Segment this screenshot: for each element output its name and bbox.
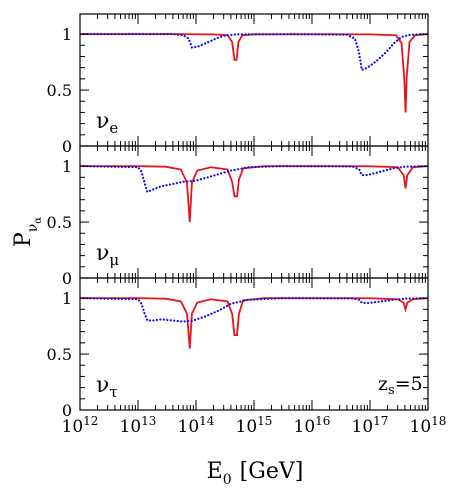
flavour-label: νe: [96, 109, 118, 137]
flavour-label-main: ν: [96, 373, 109, 398]
series-line-solid: [80, 33, 428, 113]
flavour-label-sub: τ: [109, 383, 117, 401]
y-tick-label: 0: [62, 137, 72, 156]
y-tick-label: 0.5: [47, 81, 72, 100]
axis-labels: Pνα E0 [GeV]: [11, 217, 303, 488]
y-tick-label: 1: [62, 289, 72, 308]
x-tick-label-exponent: 17: [373, 414, 388, 428]
y-axis-label: Pνα: [11, 217, 44, 247]
x-tick-label: 1015: [236, 414, 273, 437]
x-tick-labels: 1012 1013 1014 1015 1016 1017 1018: [62, 414, 447, 437]
x-tick-label-base: 10: [410, 417, 432, 437]
y-tick-label: 0.5: [47, 213, 72, 232]
y-tick-label: 1: [62, 157, 72, 176]
x-tick-label: 1012: [62, 414, 99, 437]
series-line-dotted: [80, 33, 428, 72]
flavour-label-main: ν: [96, 241, 109, 266]
series-line-dotted: [80, 297, 428, 323]
series-line-solid: [80, 165, 428, 223]
x-tick-label-base: 10: [178, 417, 200, 437]
x-tick-label-exponent: 16: [315, 414, 330, 428]
flavour-label-sub: μ: [109, 251, 119, 269]
series-line-dotted: [80, 165, 428, 194]
flavour-label-sub: e: [109, 119, 118, 137]
panel-2: 0 0.5 1 νμ: [47, 145, 429, 288]
zs-annotation-rest: =5: [395, 373, 423, 395]
y-tick-label: 0.5: [47, 345, 72, 364]
series-line-solid: [80, 297, 428, 349]
zs-annotation: zs=5: [378, 373, 423, 398]
x-tick-label-base: 10: [352, 417, 374, 437]
panel-1: 0 0.5 1 νe: [47, 13, 429, 156]
panel-3: 0 0.5 1 ντ zs=5: [47, 277, 429, 420]
x-tick-label-exponent: 14: [199, 414, 215, 428]
x-tick-label: 1013: [120, 414, 157, 437]
x-axis-label: E0 [GeV]: [207, 459, 304, 488]
x-tick-label-base: 10: [294, 417, 316, 437]
flavour-label: ντ: [96, 373, 118, 401]
x-tick-label: 1014: [178, 414, 215, 437]
x-tick-label-base: 10: [236, 417, 258, 437]
x-tick-label-exponent: 12: [83, 414, 98, 428]
y-tick-label: 0: [62, 269, 72, 288]
x-tick-label-base: 10: [120, 417, 142, 437]
flavour-label: νμ: [96, 241, 119, 269]
x-tick-label-exponent: 18: [431, 414, 446, 428]
zs-annotation-main: z: [378, 373, 388, 395]
zs-annotation-sub: s: [388, 383, 395, 398]
x-tick-label-exponent: 15: [257, 414, 272, 428]
x-tick-label: 1016: [294, 414, 331, 437]
flavour-label-main: ν: [96, 109, 109, 134]
x-tick-label: 1017: [352, 414, 389, 437]
y-tick-label: 1: [62, 25, 72, 44]
y-tick-label: 0: [62, 401, 72, 420]
x-tick-label-base: 10: [62, 417, 84, 437]
x-tick-label-exponent: 13: [141, 414, 156, 428]
x-tick-label: 1018: [410, 414, 447, 437]
